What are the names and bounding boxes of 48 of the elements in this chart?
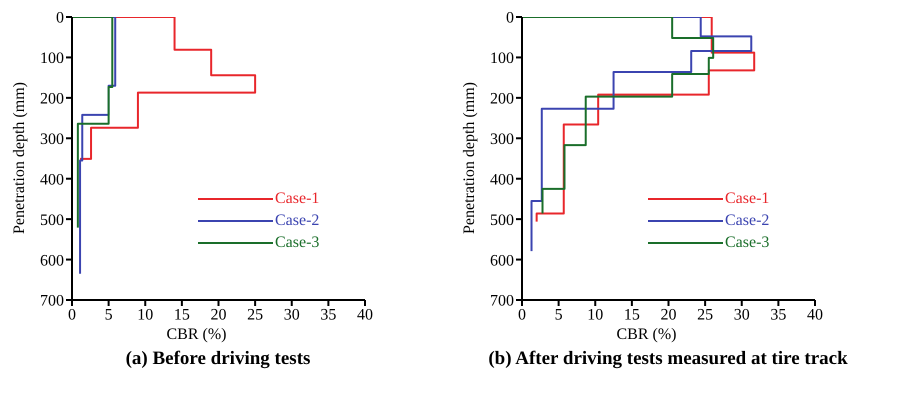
x-tick-label: 0: [68, 306, 76, 324]
y-tick-label: 200: [490, 90, 514, 108]
y-tick-label: 300: [40, 130, 64, 148]
y-tick-label: 600: [40, 252, 64, 270]
legend-label: Case-1: [275, 190, 320, 208]
line-series: [72, 17, 114, 229]
x-tick-label: 30: [284, 306, 300, 324]
text: (a) Before driving tests: [124, 348, 312, 370]
x-tick-label: 0: [518, 306, 526, 324]
y-tick-label: 200: [40, 90, 64, 108]
y-tick-label: 600: [490, 252, 514, 270]
x-tick-label: 5: [104, 306, 113, 324]
y-tick-label: 700: [40, 292, 64, 310]
y-axis-title: Penetration depth (mm): [11, 82, 28, 234]
x-tick-label: 25: [697, 306, 714, 324]
x-tick-label: 10: [137, 306, 154, 324]
y-tick-label: 0: [506, 10, 514, 27]
line-series: [522, 17, 714, 214]
y-tick-label: 100: [490, 50, 514, 68]
y-tick-label: 100: [40, 50, 64, 68]
x-tick-label: 40: [807, 306, 823, 324]
y-tick-label: 400: [490, 171, 514, 188]
x-tick-label: 40: [357, 306, 373, 324]
y-tick-label: 700: [490, 292, 514, 310]
y-tick-label: 500: [40, 212, 64, 229]
y-tick-label: 300: [490, 130, 514, 148]
x-tick-label: 30: [734, 306, 750, 324]
y-axis-title: Penetration depth (mm): [461, 82, 478, 234]
x-tick-label: 25: [247, 306, 264, 324]
x-tick-label: 35: [320, 306, 336, 324]
legend-label: Case-1: [725, 190, 770, 208]
y-tick-label: 400: [40, 171, 64, 188]
legend-label: Case-2: [725, 212, 770, 230]
y-tick-label: 500: [490, 212, 514, 229]
y-tick-label: 0: [56, 10, 64, 27]
x-tick-label: 10: [587, 306, 604, 324]
x-tick-label: 15: [624, 306, 640, 324]
text: (b) After driving tests measured at tire track: [487, 348, 849, 370]
legend-label: Case-2: [275, 212, 320, 230]
legend-label: Case-3: [275, 234, 320, 252]
x-tick-label: 35: [770, 306, 786, 324]
x-tick-label: 15: [174, 306, 190, 324]
x-axis-title: CBR (%): [166, 326, 228, 344]
x-tick-label: 20: [660, 306, 676, 324]
x-tick-label: 5: [554, 306, 563, 324]
legend-label: Case-3: [725, 234, 770, 252]
x-tick-label: 20: [210, 306, 226, 324]
x-axis-title: CBR (%): [616, 326, 678, 344]
